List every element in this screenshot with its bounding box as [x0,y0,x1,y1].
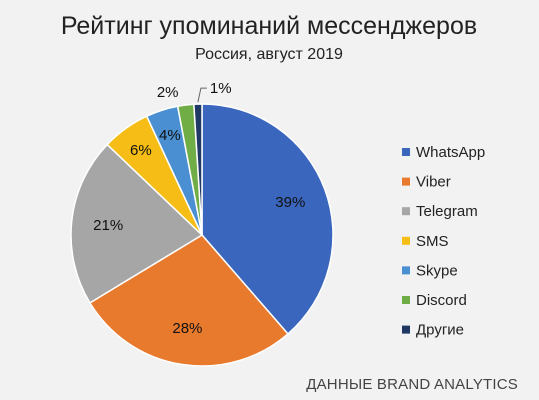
legend-swatch-telegram [402,207,410,216]
legend-item-discord: Discord [402,292,467,309]
data-label-whatsapp: 39% [275,194,305,211]
legend-item-telegram: Telegram [402,203,478,220]
legend-label-skype: Skype [416,262,458,279]
chart-title: Рейтинг упоминаний мессенджеров [61,12,477,40]
data-label-telegram: 21% [93,217,123,234]
data-label-skype: 4% [159,127,181,144]
pie-slice-viber [88,234,289,367]
legend-label-discord: Discord [416,292,467,309]
chart-legend: WhatsApp Viber Telegram SMS Skype Discord Друг… [402,144,485,339]
legend-item-другие: Другие [402,322,464,339]
data-source-credit: ДАННЫЕ BRAND ANALYTICS [306,376,518,393]
leader-line-другие [197,87,207,103]
legend-label-whatsapp: WhatsApp [416,144,485,161]
legend-swatch-viber [402,177,410,186]
legend-item-skype: Skype [402,262,458,279]
legend-item-sms: SMS [402,233,449,250]
pie-slice-whatsapp [201,103,334,335]
legend-label-sms: SMS [416,233,449,250]
legend-item-whatsapp: WhatsApp [402,144,485,161]
legend-swatch-sms [402,236,410,245]
legend-swatch-skype [402,266,410,275]
legend-item-viber: Viber [402,174,451,191]
pie-slice-telegram [70,143,204,304]
data-label-sms: 6% [130,142,152,159]
pie-slices [70,103,334,367]
data-label-discord: 2% [157,84,179,101]
data-label-другие: 1% [210,80,232,97]
pie-slice-другие [193,103,203,236]
legend-swatch-whatsapp [402,148,410,156]
legend-label-viber: Viber [416,174,451,191]
chart-subtitle: Россия, август 2019 [195,46,343,63]
data-label-viber: 28% [172,320,202,337]
legend-label-telegram: Telegram [416,203,478,220]
pie-data-labels: 39% 28% 21% 6% 4% 2% 1% [93,80,305,337]
legend-swatch-discord [402,296,410,304]
legend-swatch-другие [402,325,410,334]
legend-label-другие: Другие [416,322,464,339]
